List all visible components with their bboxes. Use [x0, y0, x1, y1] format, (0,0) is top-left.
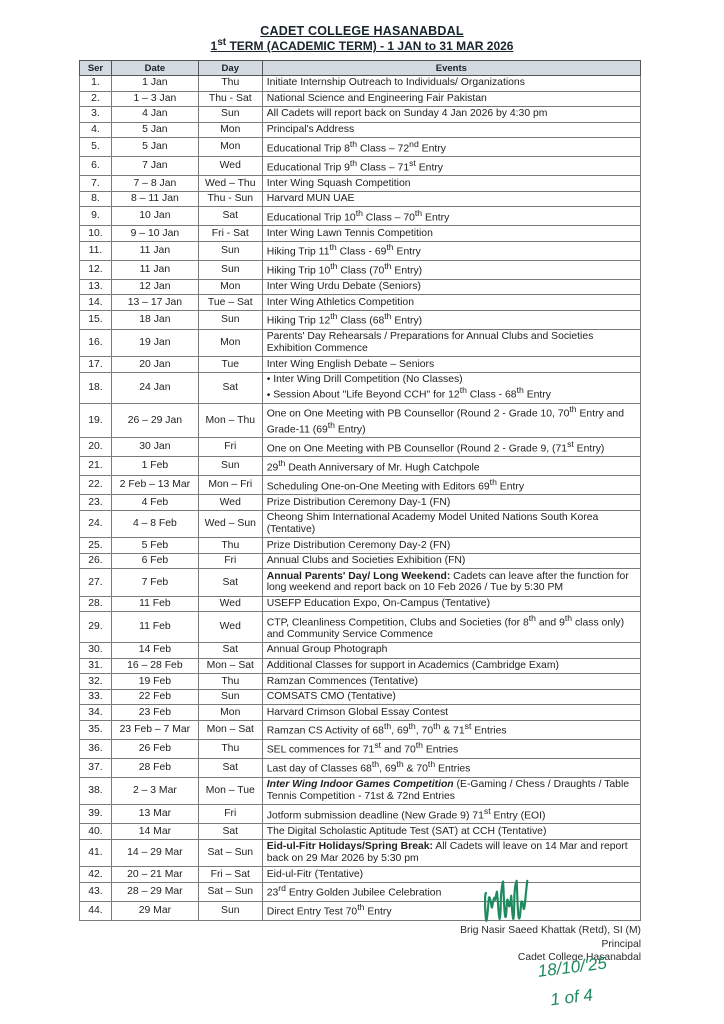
svg-text:18/10/'25: 18/10/'25 — [537, 953, 609, 980]
svg-text:1 of 4: 1 of 4 — [549, 985, 594, 1009]
